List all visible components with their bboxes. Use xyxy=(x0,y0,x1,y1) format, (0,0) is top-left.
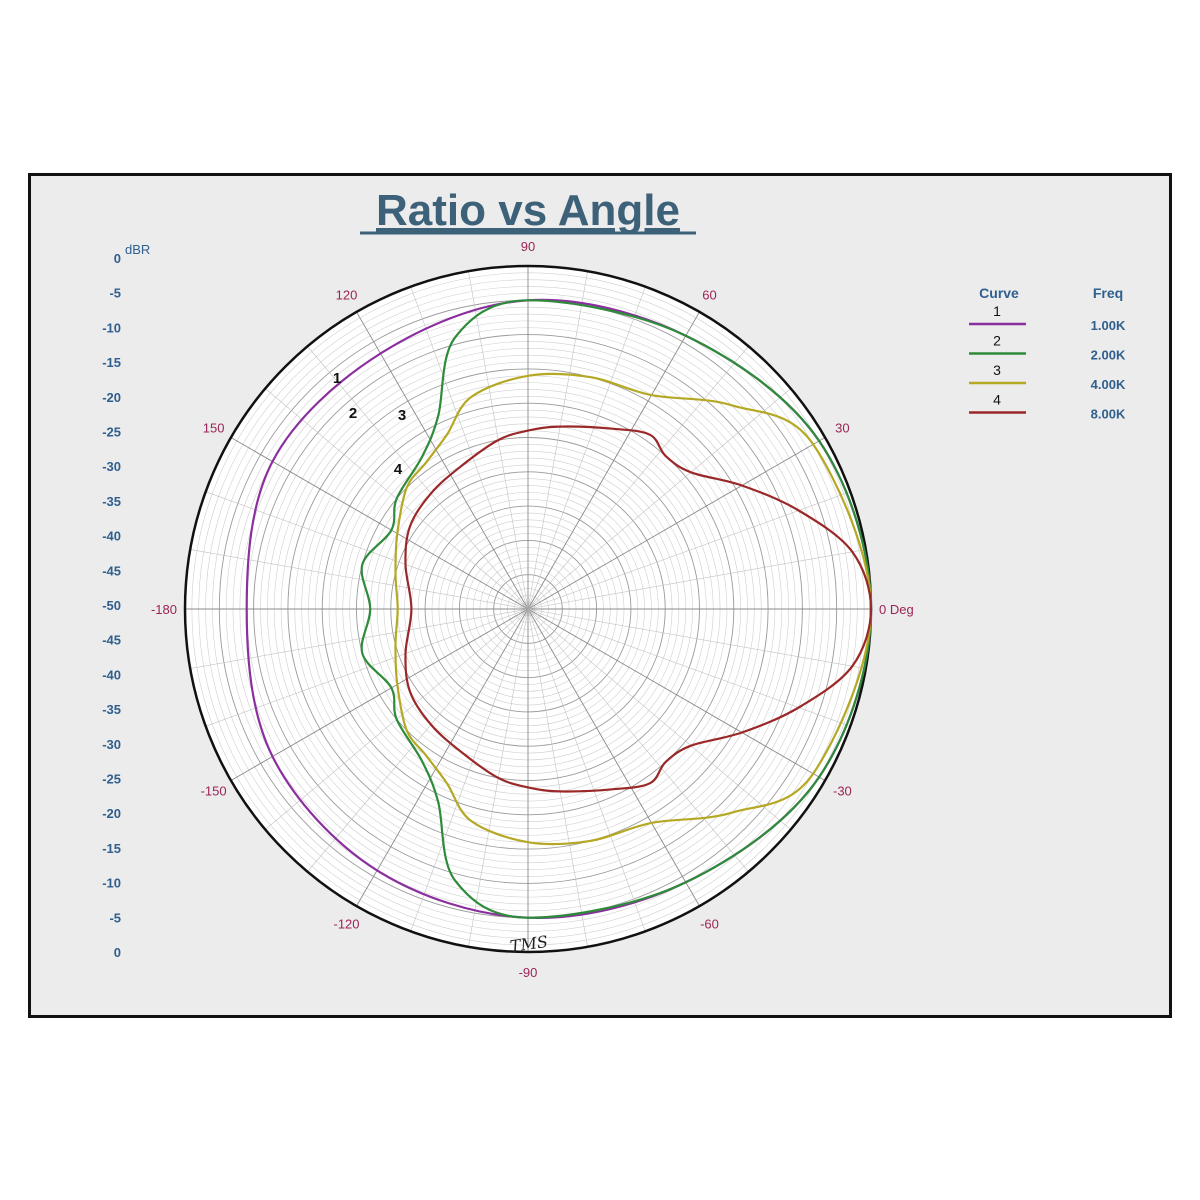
radial-tick-label: -5 xyxy=(109,910,121,925)
legend-curve-number: 1 xyxy=(993,303,1001,319)
grid-spoke xyxy=(205,491,529,610)
radial-axis-label: dBR xyxy=(125,242,150,257)
grid-spoke xyxy=(527,608,851,727)
angle-labels: 0 Deg 30 60 90 120 150 -180 -150 -120 -90 -60 -30 xyxy=(151,239,914,980)
grid-spoke xyxy=(527,549,866,610)
grid-spoke xyxy=(356,608,529,907)
angle-tick-label: -120 xyxy=(333,916,359,931)
legend-header-curve: Curve xyxy=(979,285,1019,301)
legend-freq: 1.00K xyxy=(1091,318,1126,333)
polar-grid xyxy=(183,264,873,954)
grid-spoke xyxy=(527,346,749,610)
grid-spoke xyxy=(527,608,749,872)
grid-spoke xyxy=(527,437,826,610)
radial-tick-label: 0 xyxy=(114,945,121,960)
grid-spoke xyxy=(527,491,851,610)
legend-header-freq: Freq xyxy=(1093,285,1123,301)
grid-spoke xyxy=(190,549,529,610)
grid-spoke xyxy=(230,608,529,781)
grid-spoke xyxy=(527,608,791,830)
radial-tick-label: -35 xyxy=(102,494,121,509)
curves xyxy=(245,298,873,919)
radial-tick-label: -30 xyxy=(102,459,121,474)
grid-spoke xyxy=(527,608,866,669)
radial-tick-label: -25 xyxy=(102,772,121,787)
radial-tick-label: -50 xyxy=(102,598,121,613)
grid-spoke xyxy=(527,608,588,947)
grid-spoke xyxy=(307,608,529,872)
grid-spoke xyxy=(527,271,588,610)
curve-callout: 3 xyxy=(398,407,406,424)
curve-labels: 1 2 3 4 xyxy=(333,370,406,478)
curve-callout: 4 xyxy=(394,461,403,478)
angle-tick-label: -150 xyxy=(201,784,227,799)
curve-2-line xyxy=(360,299,873,919)
angle-tick-label: 30 xyxy=(835,421,849,436)
radial-tick-label: -40 xyxy=(102,529,121,544)
legend-curve-number: 2 xyxy=(993,333,1001,349)
grid-spoke xyxy=(205,608,529,727)
radial-tick-label: -5 xyxy=(109,286,121,301)
legend-curve-number: 3 xyxy=(993,362,1001,378)
grid-spoke xyxy=(527,608,826,781)
angle-tick-label: 0 Deg xyxy=(879,602,914,617)
angle-tick-label: -90 xyxy=(519,965,538,980)
curve-3-line xyxy=(394,372,873,846)
grid-spoke xyxy=(410,608,529,932)
angle-tick-label: 90 xyxy=(521,239,535,254)
grid-spoke xyxy=(527,608,700,907)
grid-spoke xyxy=(190,608,529,669)
radial-tick-label: 0 xyxy=(114,251,121,266)
grid-spoke xyxy=(410,286,529,610)
chart-title: Ratio vs Angle xyxy=(376,186,680,235)
radial-tick-label: -30 xyxy=(102,737,121,752)
angle-tick-label: 60 xyxy=(702,288,716,303)
radial-tick-label: -15 xyxy=(102,841,121,856)
angle-tick-label: 120 xyxy=(336,288,358,303)
radial-tick-label: -15 xyxy=(102,355,121,370)
legend-freq: 8.00K xyxy=(1091,407,1126,422)
angle-tick-label: -60 xyxy=(700,916,719,931)
curve-callout: 2 xyxy=(349,405,357,422)
radial-tick-label: -20 xyxy=(102,390,121,405)
legend-freq: 2.00K xyxy=(1091,348,1126,363)
legend: Curve Freq 1 1.00K 2 2.00K 3 4.00K 4 8.00K xyxy=(969,285,1126,422)
grid-spoke xyxy=(527,388,791,610)
curve-callout: 1 xyxy=(333,370,341,387)
radial-tick-label: -40 xyxy=(102,667,121,682)
angle-tick-label: -30 xyxy=(833,784,852,799)
grid-spoke xyxy=(527,311,700,610)
radial-tick-label: -25 xyxy=(102,425,121,440)
grid-spoke xyxy=(527,608,646,932)
radial-tick-labels: 0-5-10-15-20-25-30-35-40-45-50-45-40-35-… xyxy=(102,251,121,960)
grid-spoke xyxy=(307,346,529,610)
grid-spoke xyxy=(527,286,646,610)
radial-tick-label: -10 xyxy=(102,320,121,335)
legend-curve-number: 4 xyxy=(993,392,1001,408)
angle-tick-label: 150 xyxy=(203,421,225,436)
radial-tick-label: -45 xyxy=(102,563,121,578)
radial-tick-label: -10 xyxy=(102,876,121,891)
radial-tick-label: -35 xyxy=(102,702,121,717)
radial-tick-label: -20 xyxy=(102,806,121,821)
angle-tick-label: -180 xyxy=(151,602,177,617)
radial-tick-label: -45 xyxy=(102,633,121,648)
grid-spoke xyxy=(230,437,529,610)
curve-4-line xyxy=(404,425,873,793)
grid-spoke xyxy=(356,311,529,610)
legend-freq: 4.00K xyxy=(1091,377,1126,392)
